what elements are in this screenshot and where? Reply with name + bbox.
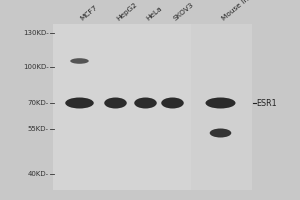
Text: 70KD-: 70KD- [28, 100, 49, 106]
Text: 100KD-: 100KD- [23, 64, 49, 70]
Text: HepG2: HepG2 [116, 1, 139, 22]
Ellipse shape [134, 98, 157, 108]
Text: 130KD-: 130KD- [23, 30, 49, 36]
Text: 55KD-: 55KD- [28, 126, 49, 132]
Ellipse shape [65, 98, 94, 108]
Ellipse shape [104, 98, 127, 108]
Text: ESR1: ESR1 [256, 98, 277, 108]
Text: SKOV3: SKOV3 [172, 2, 195, 22]
Text: MCF7: MCF7 [80, 4, 99, 22]
Ellipse shape [70, 58, 89, 64]
Bar [191, 24, 252, 190]
Ellipse shape [206, 98, 236, 108]
Ellipse shape [161, 98, 184, 108]
Bar [52, 24, 190, 190]
Bar [190, 24, 191, 190]
Text: 40KD-: 40KD- [28, 171, 49, 177]
Text: HeLa: HeLa [146, 5, 164, 22]
Ellipse shape [210, 129, 231, 138]
Text: Mouse liver: Mouse liver [220, 0, 257, 22]
